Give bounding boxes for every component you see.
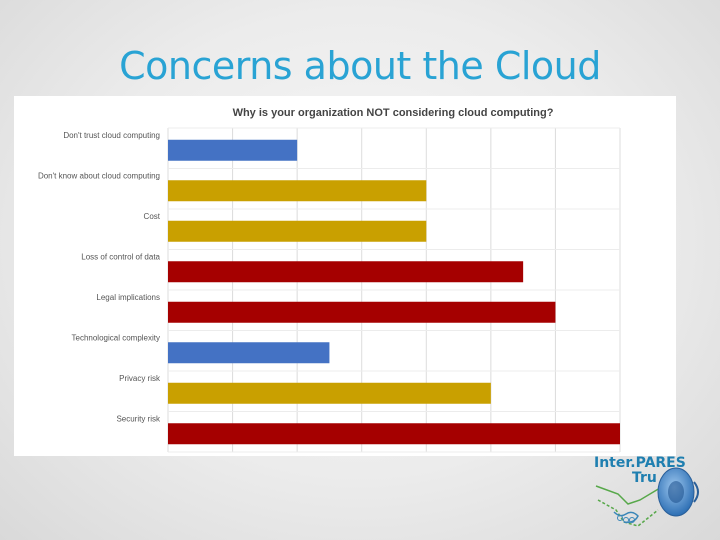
handshake-icon <box>595 485 661 527</box>
bar <box>168 180 427 202</box>
category-label: Legal implications <box>96 293 160 302</box>
category-label: Don't trust cloud computing <box>63 131 160 140</box>
category-label: Privacy risk <box>119 374 161 383</box>
logo: Inter.PARES Tru <box>594 456 686 486</box>
bar <box>168 423 620 445</box>
chart-title: Why is your organization NOT considering… <box>232 107 554 119</box>
category-label: Don't know about cloud computing <box>38 172 160 181</box>
bar <box>168 382 491 404</box>
speaker-icon[interactable] <box>654 462 704 520</box>
logo-line-1: Inter.PARES <box>594 455 686 471</box>
slide-title: Concerns about the Cloud <box>119 44 601 88</box>
category-label: Cost <box>144 212 161 221</box>
category-label: Loss of control of data <box>81 253 160 262</box>
bar <box>168 139 298 161</box>
bar <box>168 261 524 283</box>
category-label: Security risk <box>116 415 161 424</box>
bar <box>168 301 556 323</box>
category-label: Technological complexity <box>72 334 161 343</box>
bar <box>168 342 330 364</box>
bar <box>168 220 427 242</box>
logo-line-2: Tru <box>632 470 657 486</box>
